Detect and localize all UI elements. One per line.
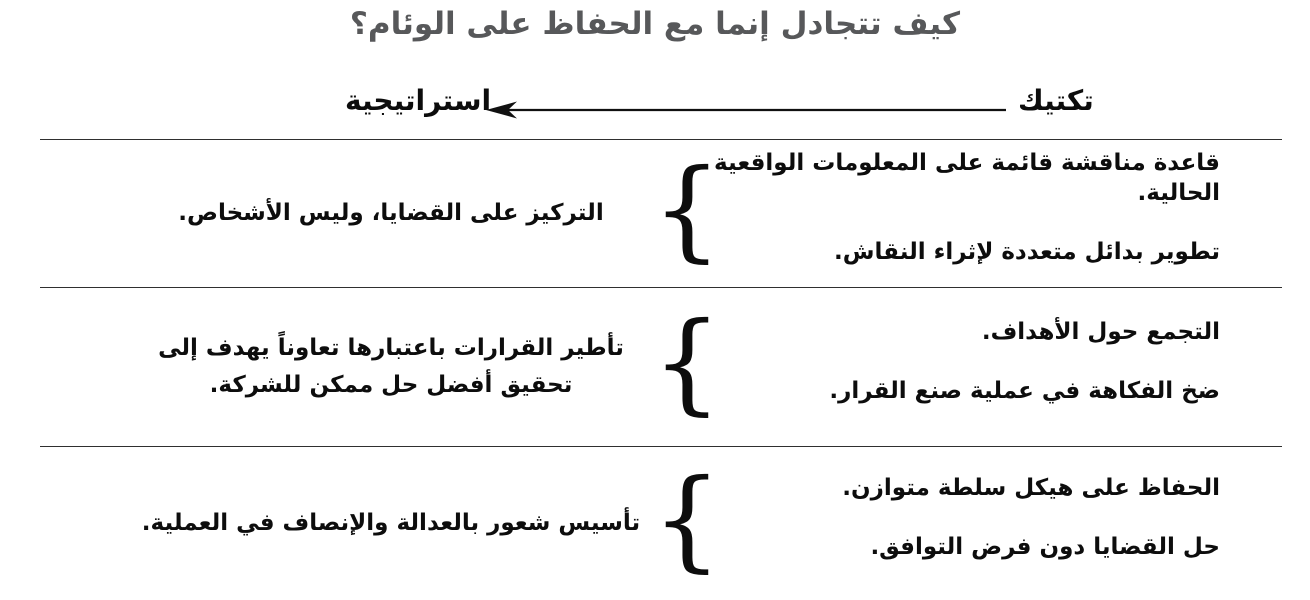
strategy-text: التركيز على القضايا، وليس الأشخاص. bbox=[178, 199, 604, 226]
tactic-line: تطوير بدائل متعددة لإثراء النقاش. bbox=[834, 238, 1220, 265]
strategy-text: تأطير القرارات باعتبارها تعاوناً يهدف إل… bbox=[158, 334, 624, 398]
tactic-line: حل القضايا دون فرض التوافق. bbox=[870, 534, 1220, 560]
table-row: التركيز على القضايا، وليس الأشخاص. { قاع… bbox=[40, 139, 1282, 287]
rows-container: التركيز على القضايا، وليس الأشخاص. { قاع… bbox=[40, 139, 1282, 600]
page-title: كيف تتجادل إنما مع الحفاظ على الوئام؟ bbox=[349, 6, 961, 42]
curly-brace-icon: { bbox=[652, 144, 722, 273]
table-row: تأسيس شعور بالعدالة والإنصاف في العملية.… bbox=[40, 446, 1282, 600]
curly-brace-icon: { bbox=[652, 454, 722, 583]
tactic-line: ضخ الفكاهة في عملية صنع القرار. bbox=[829, 377, 1220, 404]
left-arrow-icon bbox=[483, 99, 1009, 121]
strategy-column-header: استراتيجية bbox=[345, 84, 492, 117]
tactic-line: قاعدة مناقشة قائمة على المعلومات الواقعي… bbox=[714, 150, 1220, 207]
tactics-list: التجمع حول الأهداف. ضخ الفكاهة في عملية … bbox=[700, 318, 1282, 417]
tactic-line: الحفاظ على هيكل سلطة متوازن. bbox=[842, 475, 1220, 502]
strategy-text: تأسيس شعور بالعدالة والإنصاف في العملية. bbox=[141, 509, 641, 536]
tactics-list: قاعدة مناقشة قائمة على المعلومات الواقعي… bbox=[700, 149, 1282, 278]
table-row: تأطير القرارات باعتبارها تعاوناً يهدف إل… bbox=[40, 287, 1282, 446]
tactic-column-header: تكتيك bbox=[1018, 84, 1094, 117]
tactics-list: الحفاظ على هيكل سلطة متوازن. حل القضايا … bbox=[700, 474, 1282, 573]
tactic-line: التجمع حول الأهداف. bbox=[981, 318, 1220, 345]
curly-brace-icon: { bbox=[652, 298, 722, 427]
